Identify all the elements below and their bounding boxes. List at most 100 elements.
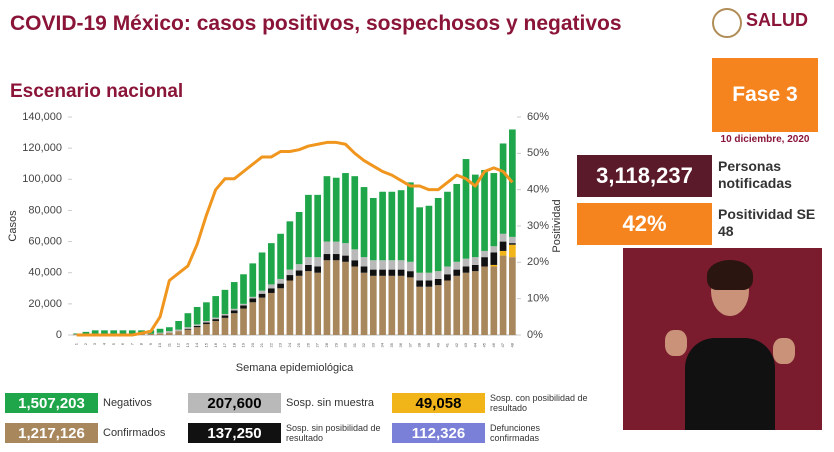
y-tick-label: 60,000 (28, 235, 62, 247)
bar-segment (462, 258, 470, 267)
bar-segment (490, 173, 498, 247)
bar-segment (277, 233, 284, 279)
bar-segment (444, 266, 451, 275)
bar-segment (184, 329, 192, 335)
x-tick-label: 15 (203, 342, 208, 347)
bar-segment (156, 332, 164, 334)
bar-segment (286, 269, 294, 276)
bar-segment (314, 194, 322, 258)
legend-label: Sosp. con posibilidad de resultado (490, 393, 588, 413)
x-tick-label: 11 (166, 342, 171, 347)
bar-segment (119, 330, 127, 334)
bar-segment (351, 249, 359, 261)
y2-tick-label: 60% (527, 111, 549, 123)
bar-segment (342, 255, 349, 262)
x-tick-label: 36 (398, 342, 403, 347)
bar-segment (434, 285, 442, 335)
y2-tick-label: 40% (527, 184, 549, 196)
bar-segment (369, 269, 377, 276)
x-axis-label: Semana epidemiológica (236, 362, 354, 374)
bar-segment (305, 194, 312, 258)
bar-segment (221, 315, 229, 318)
bar-segment (416, 272, 423, 281)
bar-segment (425, 272, 433, 281)
legend-total: 1,507,203 (5, 393, 98, 413)
bar-segment (453, 183, 461, 262)
bar-segment (351, 176, 359, 250)
bar-segment (295, 264, 303, 271)
bar-segment (444, 191, 451, 267)
bar-segment (323, 254, 331, 261)
x-tick-label: 42 (454, 342, 459, 347)
bar-segment (462, 272, 470, 335)
bar-segment (481, 266, 488, 335)
bar-segment (286, 275, 294, 281)
x-tick-label: 39 (426, 342, 431, 347)
bar-segment (305, 264, 312, 272)
bar-segment (369, 260, 377, 270)
bar-segment (110, 330, 118, 334)
x-tick-label: 8 (139, 342, 144, 345)
positivity-line (76, 140, 514, 337)
legend-label: Defunciones confirmadas (490, 423, 541, 443)
x-tick-label: 5 (111, 342, 116, 345)
bar-segment (295, 270, 303, 276)
bar-segment (416, 207, 423, 273)
bar-segment (166, 332, 173, 335)
bar-segment (434, 271, 442, 279)
bar-segment (314, 266, 322, 273)
bar-segment (425, 286, 433, 335)
bar-segment (388, 275, 396, 335)
bar-segment (147, 333, 155, 335)
bar-segment (203, 302, 210, 321)
bar-segment (323, 260, 331, 335)
bar-segment (471, 264, 479, 272)
bar-segment (249, 302, 257, 335)
x-tick-label: 29 (333, 342, 338, 347)
bar-segment (379, 275, 386, 335)
bar-segment (342, 173, 349, 244)
bar-segment (471, 257, 479, 265)
bar-segment (156, 328, 164, 333)
bar-segment (258, 252, 266, 291)
bar-segment (490, 246, 498, 253)
bar-segment (212, 296, 220, 318)
x-tick-label: 16 (213, 342, 218, 347)
bar-segment (267, 243, 275, 285)
bar-segment (509, 236, 516, 244)
kpi-value: 3,118,237 (577, 155, 712, 197)
video-interpreter (623, 248, 822, 430)
x-tick-label: 23 (278, 342, 283, 347)
person-body (685, 338, 775, 430)
bar-segment (305, 271, 312, 335)
bar-segment (286, 280, 294, 335)
x-tick-label: 44 (472, 342, 477, 347)
x-tick-label: 21 (259, 342, 264, 347)
bar-segment (360, 257, 368, 267)
bar-segment (156, 333, 164, 335)
x-tick-label: 22 (268, 342, 273, 347)
x-tick-label: 30 (343, 342, 348, 347)
bar-segment (221, 313, 229, 316)
kpi-label: Positividad SE 48 (718, 206, 816, 239)
bar-segment (230, 282, 238, 309)
x-tick-label: 31 (352, 342, 357, 347)
bar-segment (444, 274, 451, 281)
bar-segment (332, 177, 340, 242)
y-tick-label: 20,000 (28, 298, 62, 310)
kpi-label: Personas notificadas (718, 158, 792, 191)
bar-segment (314, 257, 322, 267)
bar-segment (481, 169, 488, 251)
y-tick-label: 140,000 (22, 111, 62, 123)
bar-segment (397, 269, 405, 276)
bar-segment (212, 320, 220, 335)
bar-segment (193, 306, 201, 325)
bar-segment (332, 254, 340, 261)
bar-segment (499, 250, 507, 256)
x-tick-label: 35 (389, 342, 394, 347)
x-tick-label: 2 (83, 342, 88, 345)
legend-total: 1,217,126 (5, 423, 98, 443)
x-tick-label: 27 (315, 342, 320, 347)
bar-segment (499, 233, 507, 242)
